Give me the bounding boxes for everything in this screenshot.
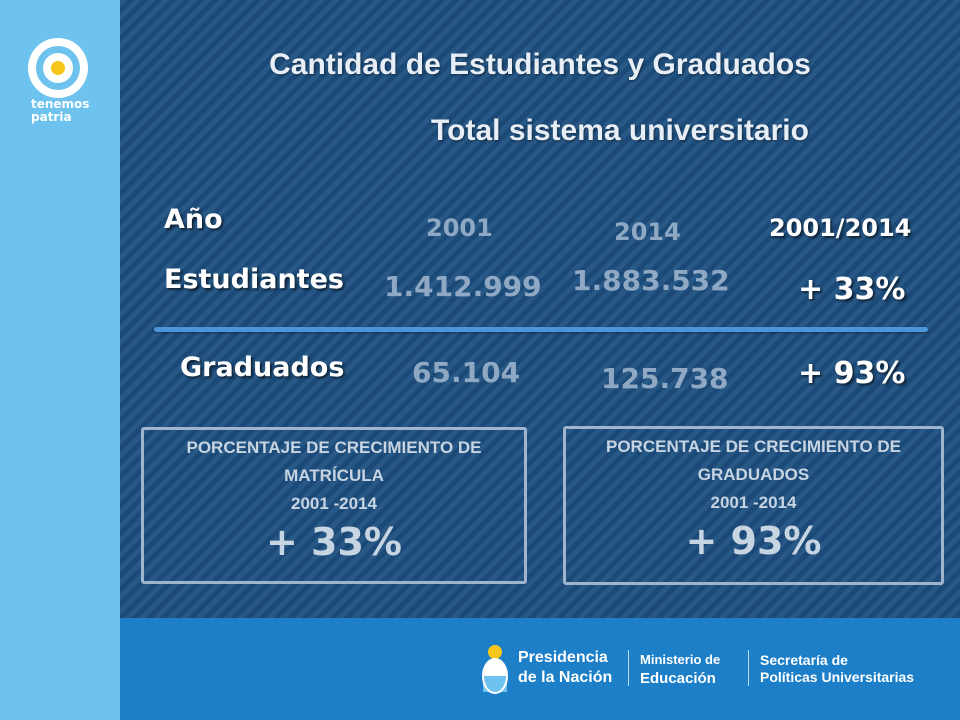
enrollment-box-heading: PORCENTAJE DE CRECIMIENTO DE MATRÍCULA 2… xyxy=(144,430,524,518)
footer-secretaria: Secretaría de Políticas Universitarias xyxy=(760,652,914,686)
header-range: 2001/2014 xyxy=(769,214,912,242)
footer-presidencia-line1: Presidencia xyxy=(518,649,608,666)
graduates-box-period: 2001 -2014 xyxy=(710,493,797,512)
brand-line2: patria xyxy=(31,110,72,124)
row-graduates-2001: 65.104 xyxy=(412,356,521,389)
footer-ministerio-line2: Educación xyxy=(640,670,716,687)
footer-secretaria-line2: Políticas Universitarias xyxy=(760,669,915,685)
row-students-change: + 33% xyxy=(798,272,906,307)
graduates-box-value: + 93% xyxy=(685,519,822,563)
enrollment-growth-box: PORCENTAJE DE CRECIMIENTO DE MATRÍCULA 2… xyxy=(141,427,527,584)
slide-subtitle: Total sistema universitario xyxy=(431,114,809,147)
row-students-2001: 1.412.999 xyxy=(384,270,542,303)
header-2014: 2014 xyxy=(614,218,681,246)
enrollment-box-line1: PORCENTAJE DE CRECIMIENTO DE xyxy=(186,438,482,457)
row-graduates-2014: 125.738 xyxy=(601,362,729,395)
footer xyxy=(120,618,960,720)
divider xyxy=(154,327,928,332)
brand-line1: tenemos xyxy=(31,97,90,111)
row-students-2014: 1.883.532 xyxy=(572,264,730,297)
national-coat-of-arms-icon xyxy=(482,645,508,694)
enrollment-box-line2: MATRÍCULA xyxy=(284,466,384,485)
footer-presidencia-line2: de la Nación xyxy=(518,669,613,686)
footer-divider xyxy=(748,650,749,686)
main-panel xyxy=(120,0,960,618)
sidebar xyxy=(0,0,120,720)
graduates-growth-box: PORCENTAJE DE CRECIMIENTO DE GRADUADOS 2… xyxy=(563,426,944,585)
graduates-box-heading: PORCENTAJE DE CRECIMIENTO DE GRADUADOS 2… xyxy=(566,429,941,517)
slide-title: Cantidad de Estudiantes y Graduados xyxy=(269,48,811,81)
enrollment-box-period: 2001 -2014 xyxy=(290,494,378,513)
footer-ministerio: Ministerio de Educación xyxy=(640,650,720,688)
footer-presidencia: Presidencia de la Nación xyxy=(518,648,612,688)
enrollment-box-value: + 33% xyxy=(265,520,403,564)
graduates-box-line2: GRADUADOS xyxy=(697,465,810,484)
footer-divider xyxy=(628,650,629,686)
row-graduates-change: + 93% xyxy=(798,356,906,391)
tenemos-patria-logo-icon xyxy=(28,38,88,98)
footer-ministerio-line1: Ministerio de xyxy=(640,652,721,667)
brand-text: tenemos patria xyxy=(31,98,89,124)
row-students-label: Estudiantes xyxy=(164,264,344,295)
header-year-label: Año xyxy=(164,204,223,235)
footer-secretaria-line1: Secretaría de xyxy=(760,652,848,668)
row-graduates-label: Graduados xyxy=(180,352,345,383)
header-2001: 2001 xyxy=(426,214,493,242)
graduates-box-line1: PORCENTAJE DE CRECIMIENTO DE xyxy=(605,437,902,456)
